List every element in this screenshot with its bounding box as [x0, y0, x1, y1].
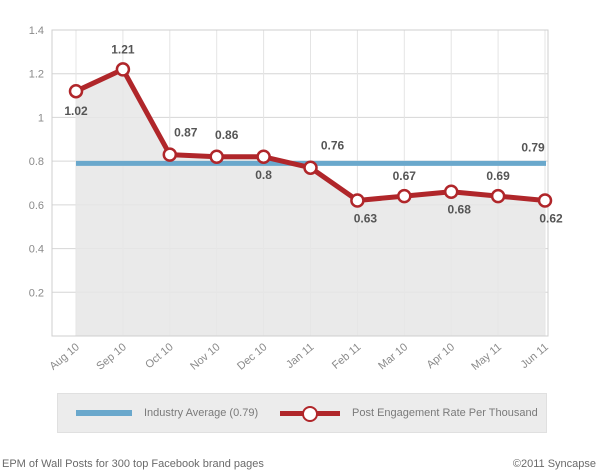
- legend: Industry Average (0.79) Post Engagement …: [57, 393, 547, 433]
- chart-caption: EPM of Wall Posts for 300 top Facebook b…: [2, 458, 264, 470]
- engagement-point: [115, 62, 131, 77]
- y-tick-label: 0.2: [29, 287, 44, 299]
- x-axis-ticks: Aug 10 Sep 10 Oct 10 Nov 10 Dec 10 Jan 11 Feb …: [47, 341, 550, 373]
- x-tick-label: Oct 10: [143, 341, 176, 371]
- x-tick-label: Apr 10: [425, 341, 458, 371]
- engagement-point: [256, 149, 271, 165]
- engagement-point: [350, 193, 365, 208]
- x-tick-label: Sep 10: [94, 341, 128, 373]
- x-tick-label: Nov 10: [188, 341, 222, 373]
- engagement-area: [76, 69, 545, 336]
- engagement-point: [68, 83, 84, 99]
- data-label: 0.68: [448, 203, 472, 217]
- plot-border: [51, 29, 549, 337]
- engagement-point: [443, 184, 459, 199]
- legend-item-industry: Industry Average (0.79): [76, 394, 258, 432]
- data-label: 1.02: [64, 104, 88, 118]
- legend-swatch-engagement: [280, 405, 340, 422]
- y-tick-label: 0.6: [29, 200, 44, 212]
- data-label: 0.86: [215, 128, 239, 142]
- legend-item-engagement: Post Engagement Rate Per Thousand: [280, 394, 538, 432]
- data-label: 0.76: [321, 139, 345, 153]
- area-fill: [76, 69, 545, 336]
- x-tick-label: Aug 10: [47, 341, 81, 373]
- y-tick-label: 1: [38, 112, 44, 124]
- data-label: 0.62: [539, 211, 563, 225]
- data-labels: 1.02 1.21 0.87 0.86 0.8 0.76 0.63 0.67 0.68 0.69 0…: [64, 42, 563, 225]
- data-label: 0.67: [393, 169, 417, 183]
- data-label: 0.63: [354, 211, 378, 225]
- engagement-point: [537, 193, 553, 208]
- y-tick-label: 1.4: [29, 25, 44, 37]
- x-tick-label: Jan 11: [284, 341, 316, 371]
- x-tick-label: Mar 10: [376, 341, 410, 372]
- data-label: 0.8: [255, 168, 272, 182]
- data-label: 1.21: [111, 42, 135, 56]
- data-label: 0.87: [174, 126, 198, 140]
- x-tick-label: May 11: [469, 341, 504, 373]
- industry-data-label: 0.79: [521, 140, 545, 154]
- x-tick-label: Feb 11: [330, 341, 363, 372]
- y-tick-label: 1.2: [29, 69, 44, 81]
- data-label: 0.69: [486, 169, 510, 183]
- x-tick-label: Jun 11: [519, 341, 551, 371]
- engagement-point: [303, 160, 318, 175]
- engagement-point: [209, 149, 224, 165]
- chart-credit: ©2011 Syncapse: [512, 458, 596, 470]
- legend-label-engagement: Post Engagement Rate Per Thousand: [352, 407, 538, 419]
- y-tick-label: 0.8: [29, 156, 44, 168]
- engagement-point: [490, 188, 506, 204]
- y-tick-label: 0.4: [29, 244, 44, 256]
- series-lines: [68, 62, 553, 208]
- plot-frame: [51, 29, 549, 337]
- legend-swatch-industry: [76, 410, 132, 416]
- engagement-point: [162, 147, 178, 162]
- legend-label-industry: Industry Average (0.79): [144, 407, 259, 419]
- y-axis-ticks: 0.2 0.4 0.6 0.8 1 1.2 1.4: [29, 25, 44, 299]
- x-tick-label: Dec 10: [235, 341, 269, 373]
- engagement-point: [397, 188, 412, 204]
